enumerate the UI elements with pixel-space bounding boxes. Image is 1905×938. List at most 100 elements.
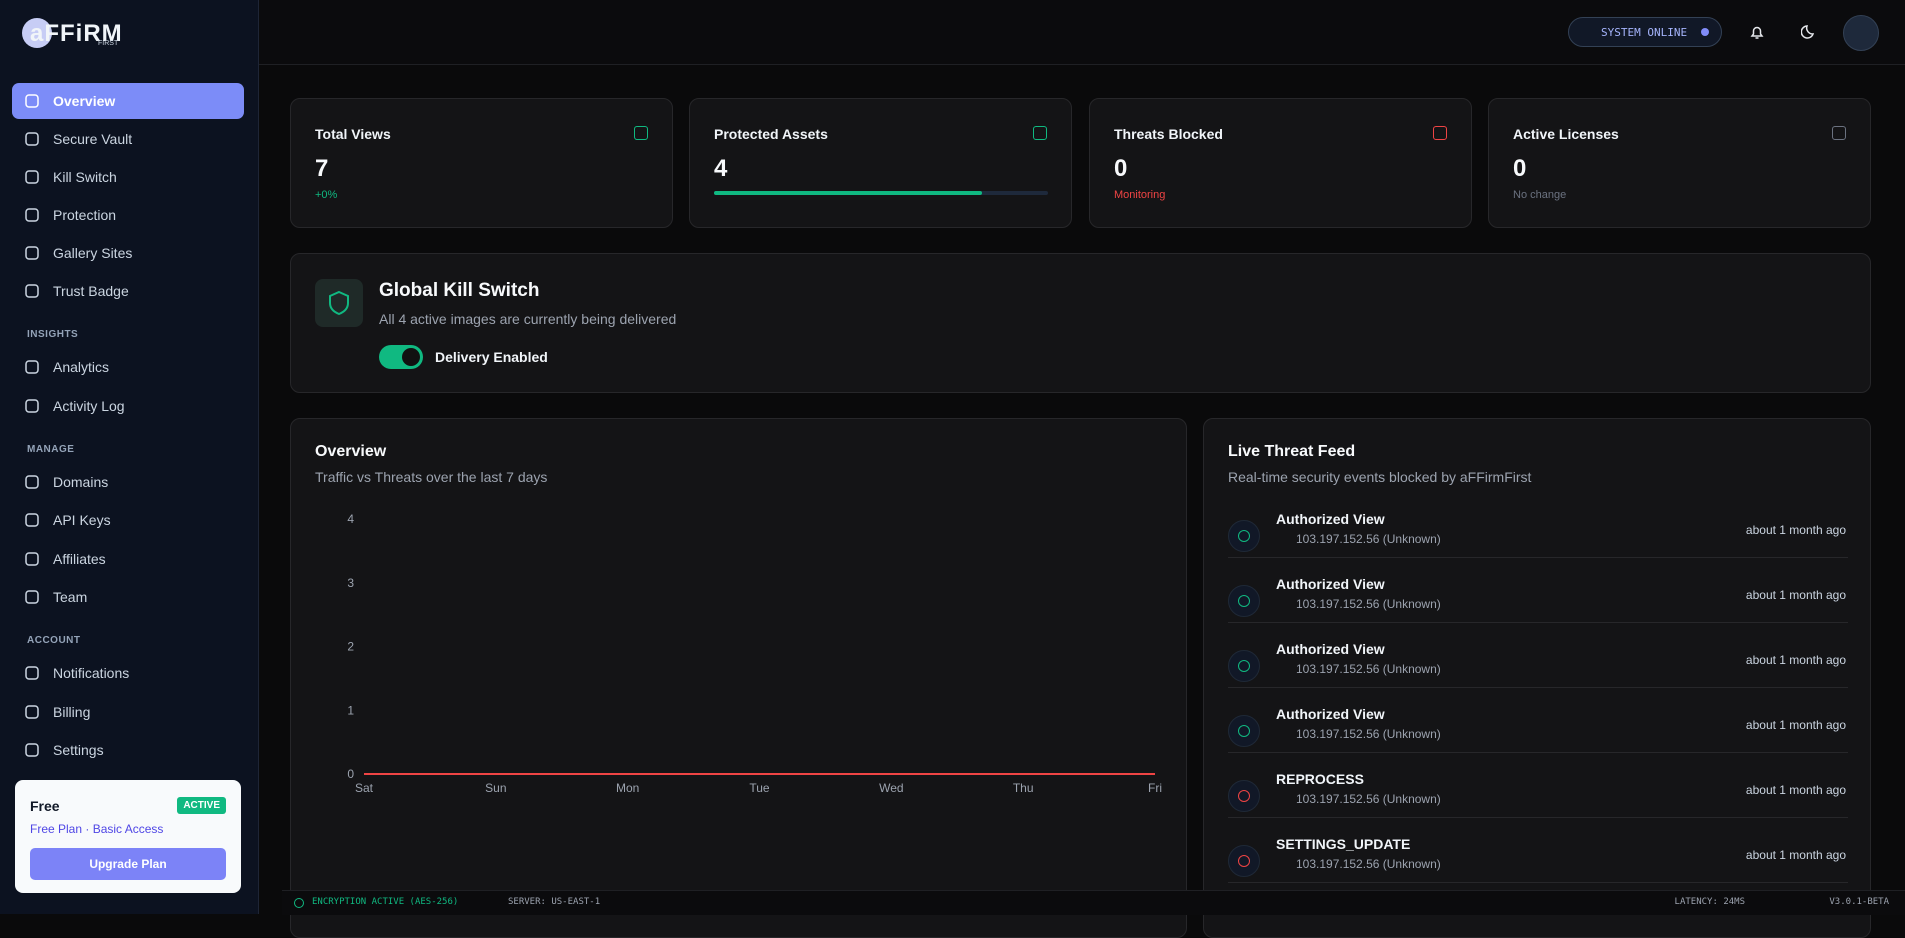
stat-value: 7 bbox=[315, 155, 328, 183]
stat-value: 4 bbox=[714, 155, 727, 183]
nav-icon bbox=[24, 169, 40, 185]
toggle-label: Delivery Enabled bbox=[435, 349, 548, 365]
nav-icon-shape bbox=[26, 133, 38, 145]
event-time: about 1 month ago bbox=[1746, 523, 1846, 537]
event-ip: 103.197.152.56 (Unknown) bbox=[1296, 532, 1441, 546]
stat-card: Total Views 7 +0% bbox=[290, 98, 673, 228]
event-time: about 1 month ago bbox=[1746, 588, 1846, 602]
event-time: about 1 month ago bbox=[1746, 653, 1846, 667]
nav-icon-shape bbox=[26, 285, 38, 297]
nav-icon bbox=[24, 245, 40, 261]
nav-item[interactable]: Billing bbox=[53, 704, 90, 720]
nav-item[interactable]: Trust Badge bbox=[53, 283, 129, 299]
stat-value: 0 bbox=[1513, 155, 1526, 183]
avatar[interactable] bbox=[1843, 15, 1879, 51]
nav-item[interactable]: Domains bbox=[53, 474, 108, 490]
nav-icon bbox=[24, 551, 40, 567]
nav-icon-shape bbox=[26, 591, 38, 603]
x-tick-label: Sat bbox=[355, 781, 374, 795]
nav-item[interactable]: Affiliates bbox=[53, 551, 106, 567]
x-tick-label: Mon bbox=[616, 781, 639, 795]
nav-item[interactable]: Secure Vault bbox=[53, 131, 132, 147]
event-ip: 103.197.152.56 (Unknown) bbox=[1296, 662, 1441, 676]
nav-icon-shape bbox=[26, 667, 38, 679]
x-tick-label: Fri bbox=[1148, 781, 1162, 795]
nav-item[interactable]: Notifications bbox=[53, 665, 129, 681]
stat-note: +0% bbox=[315, 189, 337, 201]
y-tick-label: 1 bbox=[347, 703, 354, 717]
nav-icon-shape bbox=[26, 400, 38, 412]
feed-title: Live Threat Feed bbox=[1228, 443, 1355, 461]
status-pill: SYSTEM ONLINE bbox=[1568, 17, 1722, 47]
event-icon-dot bbox=[1238, 855, 1250, 867]
plan-card: Free ACTIVE Free Plan · Basic Access Upg… bbox=[15, 780, 241, 893]
nav-item[interactable]: Settings bbox=[53, 742, 104, 758]
nav-section: MANAGE bbox=[27, 444, 74, 455]
event-time: about 1 month ago bbox=[1746, 718, 1846, 732]
event-icon-dot bbox=[1238, 595, 1250, 607]
app: aFFiRM FIRST Free ACTIVE Free Plan · Bas… bbox=[0, 0, 1905, 914]
nav-icon bbox=[24, 359, 40, 375]
event-icon-dot bbox=[1238, 530, 1250, 542]
stat-value: 0 bbox=[1114, 155, 1127, 183]
event-divider bbox=[1228, 557, 1848, 558]
topbar: SYSTEM ONLINE bbox=[259, 0, 1905, 65]
nav-icon bbox=[24, 207, 40, 223]
event-divider bbox=[1228, 622, 1848, 623]
nav-item[interactable]: Analytics bbox=[53, 359, 109, 375]
upgrade-button[interactable]: Upgrade Plan bbox=[30, 848, 226, 880]
nav-item[interactable]: API Keys bbox=[53, 512, 111, 528]
nav-icon bbox=[24, 131, 40, 147]
stat-icon bbox=[634, 126, 648, 140]
nav-item[interactable]: Protection bbox=[53, 207, 116, 223]
nav-item[interactable]: Kill Switch bbox=[53, 169, 117, 185]
event-title: Authorized View bbox=[1276, 706, 1385, 722]
stat-label: Total Views bbox=[315, 126, 391, 142]
nav-icon-shape bbox=[26, 553, 38, 565]
nav-icon bbox=[24, 742, 40, 758]
stat-note: No change bbox=[1513, 189, 1566, 201]
event-divider bbox=[1228, 882, 1848, 883]
event-time: about 1 month ago bbox=[1746, 783, 1846, 797]
toggle[interactable] bbox=[379, 345, 423, 369]
kill-switch-card: Global Kill Switch All 4 active images a… bbox=[290, 253, 1871, 393]
event-divider bbox=[1228, 752, 1848, 753]
nav-icon bbox=[24, 283, 40, 299]
nav-section: ACCOUNT bbox=[27, 635, 81, 646]
footer: ENCRYPTION ACTIVE (AES-256) SERVER: US-E… bbox=[282, 890, 1905, 915]
x-tick-label: Sun bbox=[485, 781, 506, 795]
progress-bar bbox=[714, 191, 982, 195]
nav-icon-shape bbox=[26, 476, 38, 488]
chart: 01234SatSunMonTueWedThuFri bbox=[291, 419, 1187, 891]
nav-icon bbox=[24, 93, 40, 109]
nav-icon bbox=[24, 589, 40, 605]
plan-name: Free bbox=[30, 798, 60, 814]
nav-icon bbox=[24, 398, 40, 414]
server: SERVER: US-EAST-1 bbox=[508, 897, 600, 907]
shield-box bbox=[315, 279, 363, 327]
x-tick-label: Thu bbox=[1013, 781, 1034, 795]
theme-icon[interactable] bbox=[1801, 24, 1817, 40]
nav-icon bbox=[24, 665, 40, 681]
y-tick-label: 4 bbox=[347, 512, 354, 526]
nav-icon bbox=[24, 704, 40, 720]
nav-icon-shape bbox=[26, 514, 38, 526]
encryption-status: ENCRYPTION ACTIVE (AES-256) bbox=[312, 897, 458, 907]
nav-item[interactable]: Activity Log bbox=[53, 398, 125, 414]
nav-active-bg bbox=[12, 83, 244, 119]
nav-item[interactable]: Team bbox=[53, 589, 87, 605]
stat-icon bbox=[1433, 126, 1447, 140]
event-time: about 1 month ago bbox=[1746, 848, 1846, 862]
nav-item[interactable]: Gallery Sites bbox=[53, 245, 132, 261]
event-icon-dot bbox=[1238, 725, 1250, 737]
stat-card: Threats Blocked0Monitoring bbox=[1089, 98, 1472, 228]
nav-icon bbox=[24, 474, 40, 490]
nav-item[interactable]: Overview bbox=[53, 93, 115, 109]
stat-label: Protected Assets bbox=[714, 126, 828, 142]
nav-section: INSIGHTS bbox=[27, 329, 78, 340]
x-tick-label: Tue bbox=[749, 781, 770, 795]
nav-icon-shape bbox=[26, 171, 38, 183]
kill-switch-title: Global Kill Switch bbox=[379, 280, 539, 302]
bell-icon[interactable] bbox=[1749, 24, 1765, 40]
event-icon-dot bbox=[1238, 790, 1250, 802]
